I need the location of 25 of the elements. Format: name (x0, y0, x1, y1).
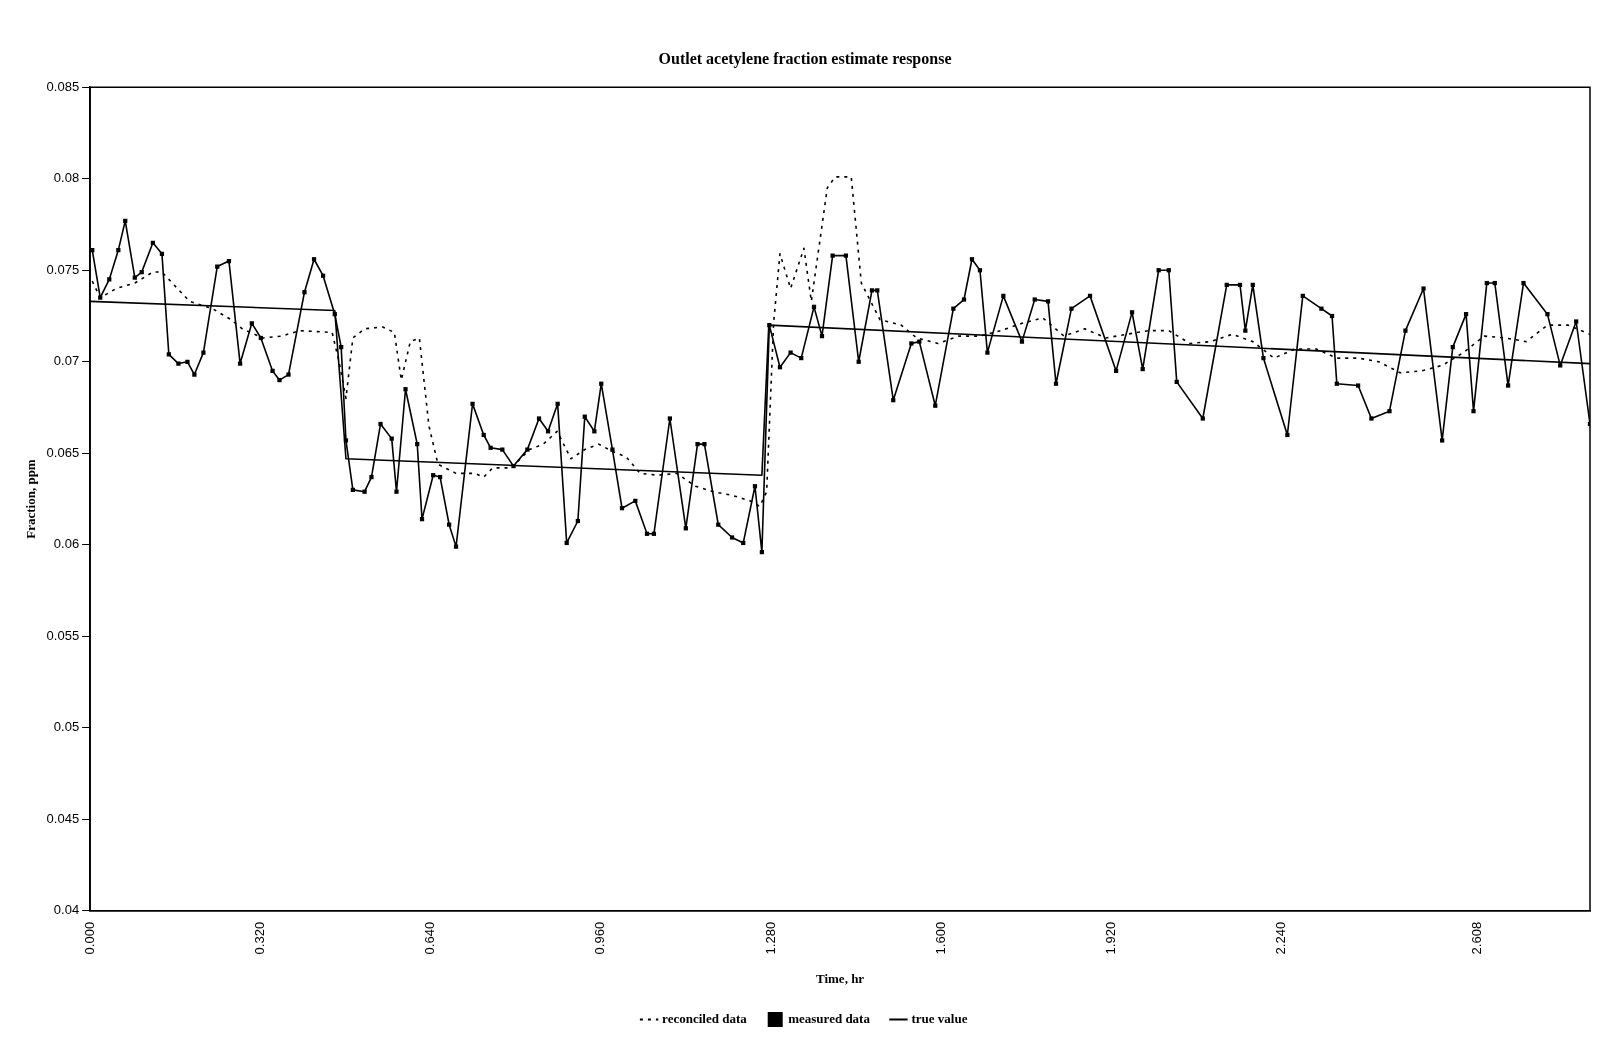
x-tick-label: 2.608 (1468, 921, 1484, 955)
legend-label: reconciled data (662, 1010, 748, 1026)
y-tick-label: 0.055 (46, 627, 80, 643)
x-tick-label: 0.960 (592, 921, 608, 955)
y-tick-label: 0.075 (46, 261, 80, 277)
y-axis-title: Fraction, ppm (23, 459, 39, 539)
y-tick-label: 0.05 (53, 719, 80, 735)
legend-label: true value (911, 1010, 968, 1026)
y-tick-label: 0.06 (53, 536, 80, 552)
legend-label: measured data (788, 1010, 871, 1026)
x-tick-label: 1.280 (762, 921, 778, 955)
x-tick-label: 0.320 (251, 921, 267, 955)
x-tick-label: 2.240 (1273, 921, 1289, 955)
chart-title: Outlet acetylene fraction estimate response (658, 49, 952, 68)
y-tick-label: 0.065 (46, 444, 80, 460)
y-tick-label: 0.085 (46, 78, 80, 94)
x-axis-title: Time, hr (815, 970, 865, 986)
y-tick-label: 0.08 (53, 170, 80, 186)
y-tick-label: 0.045 (46, 810, 80, 826)
x-tick-label: 0.000 (81, 921, 97, 955)
y-tick-label: 0.07 (53, 353, 80, 369)
x-tick-label: 0.640 (422, 921, 438, 955)
x-tick-label: 1.920 (1102, 921, 1118, 955)
x-tick-label: 1.600 (932, 921, 948, 955)
y-tick-label: 0.04 (53, 902, 80, 918)
